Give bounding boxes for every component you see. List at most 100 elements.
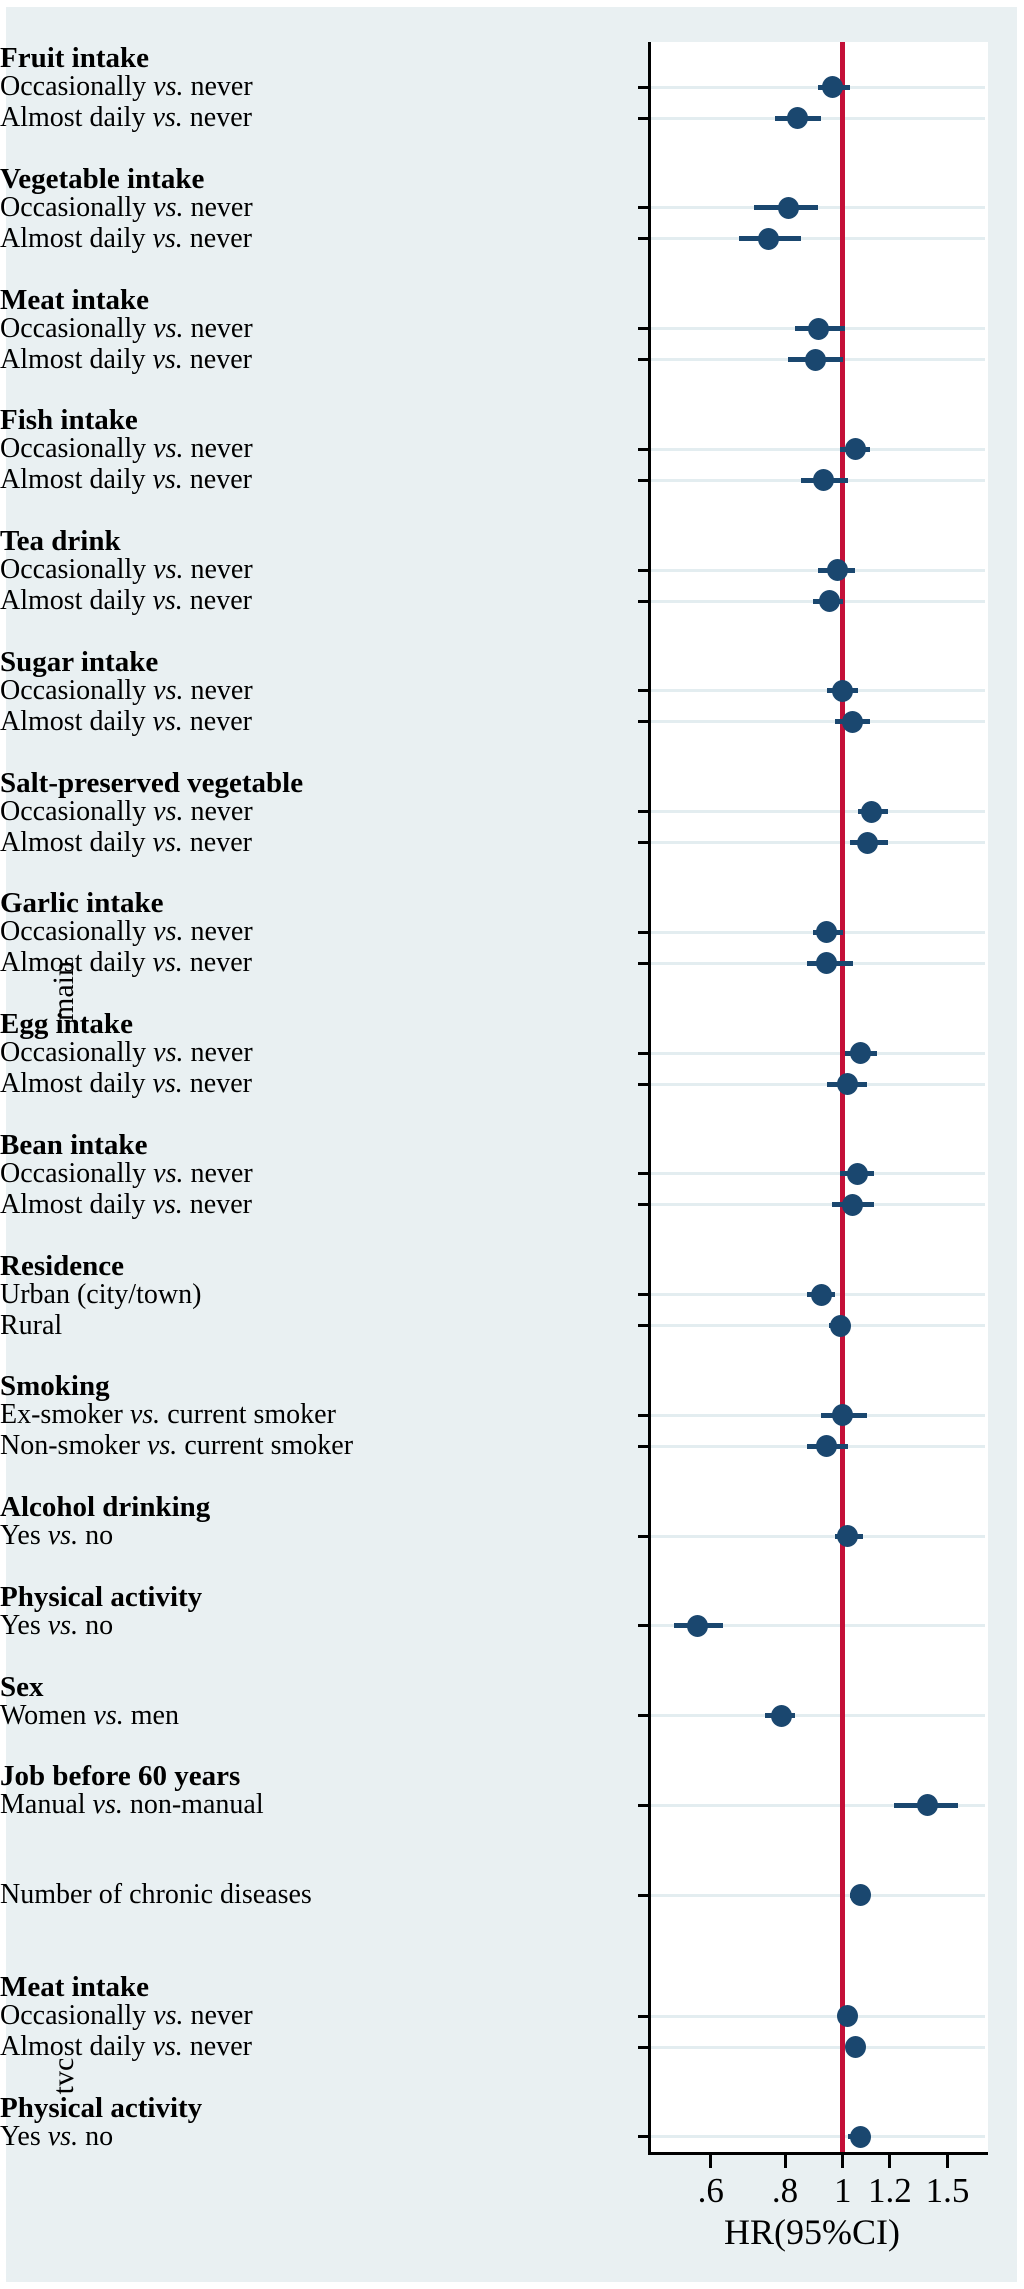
- group-header: Physical activity: [0, 1580, 203, 1613]
- row-label: Non-smoker vs. current smoker: [0, 1430, 354, 1462]
- group-header: Bean intake: [0, 1128, 148, 1161]
- x-axis-title: HR(95%CI): [724, 2212, 900, 2252]
- point-estimate-dot: [807, 317, 829, 340]
- row-tick: [638, 327, 648, 330]
- row-label: Occasionally vs. never: [0, 554, 253, 585]
- row-tick: [638, 2135, 648, 2139]
- row-label: Occasionally vs. never: [0, 674, 253, 706]
- row-tick: [638, 1803, 648, 1807]
- row-gridline: [651, 1051, 985, 1055]
- row-tick: [638, 237, 648, 241]
- point-estimate-dot: [849, 1884, 871, 1906]
- row-tick: [638, 810, 648, 813]
- point-estimate-dot: [847, 1162, 869, 1185]
- row-label: Occasionally vs. never: [0, 2000, 253, 2031]
- point-estimate-dot: [844, 438, 866, 461]
- group-header: Physical activity: [0, 2091, 203, 2124]
- point-estimate-dot: [837, 2005, 859, 2027]
- row-label: Ex-smoker vs. current smoker: [0, 1399, 336, 1431]
- row-tick: [638, 599, 648, 603]
- point-estimate-dot: [832, 679, 854, 702]
- row-label: Women vs. men: [0, 1699, 179, 1731]
- point-estimate-dot: [816, 952, 838, 975]
- row-gridline: [651, 237, 985, 241]
- row-label: Almost daily vs. never: [0, 2031, 252, 2062]
- point-estimate-dot: [832, 1404, 854, 1427]
- row-tick: [638, 1413, 648, 1417]
- x-tick-label: .6: [697, 2171, 724, 2210]
- group-header: Vegetable intake: [0, 162, 205, 195]
- row-label: Almost daily vs. never: [0, 947, 252, 979]
- point-estimate-dot: [821, 76, 843, 98]
- row-gridline: [651, 1624, 985, 1628]
- row-tick: [638, 447, 648, 451]
- row-label: Occasionally vs. never: [0, 191, 253, 223]
- row-gridline: [651, 568, 985, 572]
- row-gridline: [651, 447, 985, 451]
- row-tick: [638, 206, 648, 210]
- point-estimate-dot: [856, 831, 878, 854]
- row-gridline: [651, 1172, 985, 1176]
- group-header: Residence: [0, 1249, 125, 1282]
- row-label: Occasionally vs. never: [0, 1157, 253, 1189]
- reference-line: [840, 42, 846, 2152]
- row-label: Almost daily vs. never: [0, 343, 252, 375]
- row-label: Occasionally vs. never: [0, 312, 253, 344]
- row-gridline: [651, 1534, 985, 1538]
- x-tick-label: 1.5: [925, 2171, 970, 2210]
- point-estimate-dot: [771, 1704, 793, 1727]
- row-label: Occasionally vs. never: [0, 795, 253, 827]
- x-tick: [841, 2152, 845, 2168]
- group-header: Smoking: [0, 1370, 110, 1403]
- row-gridline: [651, 1082, 985, 1086]
- point-estimate-dot: [686, 1614, 708, 1637]
- point-estimate-dot: [829, 1314, 851, 1337]
- point-estimate-dot: [813, 469, 835, 492]
- row-tick: [638, 1444, 648, 1448]
- row-gridline: [651, 841, 985, 844]
- x-tick-label: 1: [833, 2171, 852, 2210]
- group-header: Salt-preserved vegetable: [0, 766, 304, 799]
- group-header: Sugar intake: [0, 645, 159, 678]
- section-label-tvc: tvc: [47, 2058, 80, 2095]
- row-tick: [638, 1082, 648, 1086]
- group-header: Alcohol drinking: [0, 1491, 211, 1523]
- point-estimate-dot: [810, 1283, 832, 1306]
- row-tick: [638, 1534, 648, 1538]
- row-tick: [638, 961, 648, 965]
- row-gridline: [651, 2014, 985, 2018]
- point-estimate-dot: [849, 2125, 871, 2148]
- point-estimate-dot: [816, 1435, 838, 1458]
- row-label: Manual vs. non-manual: [0, 1789, 264, 1821]
- row-gridline: [651, 1203, 985, 1207]
- point-estimate-dot: [849, 1042, 871, 1064]
- row-label: Yes vs. no: [0, 1609, 114, 1641]
- x-tick: [888, 2152, 892, 2168]
- x-tick: [783, 2152, 787, 2168]
- point-estimate-dot: [842, 1193, 864, 1216]
- row-gridline: [651, 2045, 985, 2049]
- row-tick: [638, 478, 648, 482]
- point-estimate-dot: [917, 1794, 939, 1817]
- group-header: Fruit intake: [0, 42, 150, 74]
- x-tick-label: 1.2: [867, 2171, 912, 2210]
- row-label: Almost daily vs. never: [0, 464, 252, 496]
- row-label: Almost daily vs. never: [0, 826, 252, 858]
- row-tick: [638, 116, 648, 120]
- row-gridline: [651, 1413, 985, 1417]
- row-label: Yes vs. no: [0, 1520, 114, 1551]
- row-tick: [638, 2014, 648, 2018]
- row-label: Almost daily vs. never: [0, 1068, 252, 1099]
- row-tick: [638, 1293, 648, 1296]
- row-tick: [638, 568, 648, 572]
- row-label: Rural: [0, 1309, 63, 1341]
- row-label: Urban (city/town): [0, 1278, 202, 1310]
- row-gridline: [651, 1324, 985, 1327]
- row-gridline: [651, 689, 985, 693]
- row-gridline: [651, 2135, 985, 2139]
- point-estimate-dot: [818, 590, 840, 612]
- row-tick: [638, 358, 648, 361]
- row-label: Almost daily vs. never: [0, 705, 252, 737]
- row-gridline: [651, 85, 985, 89]
